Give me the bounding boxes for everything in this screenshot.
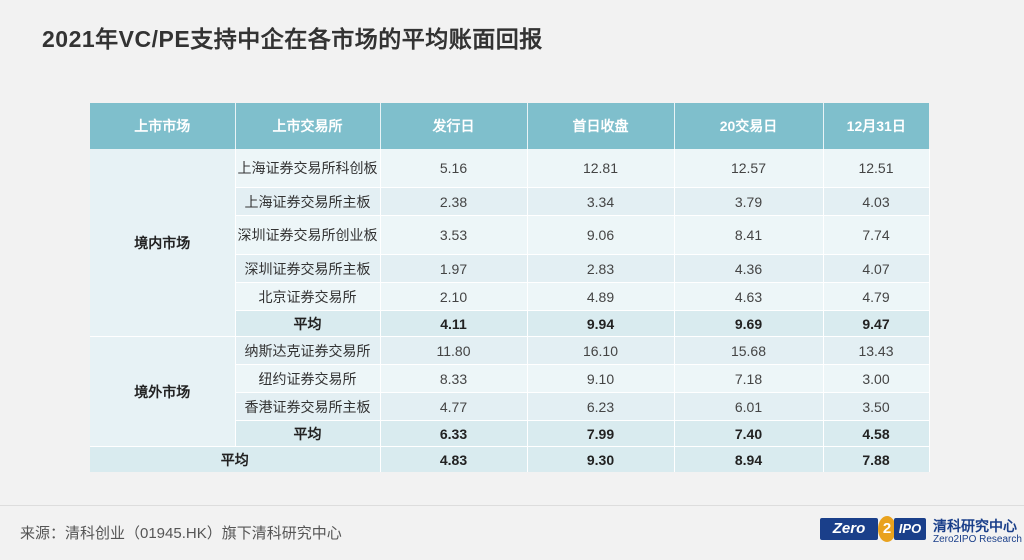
exchange-cell: 深圳证券交易所创业板 <box>235 215 381 255</box>
exchange-cell: 香港证券交易所主板 <box>235 392 381 421</box>
logo-english-name: Zero2IPO Research <box>933 534 1022 545</box>
table-row: 深圳证券交易所创业板 3.53 9.06 8.41 7.74 <box>90 215 930 255</box>
subtotal-row-domestic: 平均 4.11 9.94 9.69 9.47 <box>90 310 930 337</box>
dec31-cell: 4.03 <box>823 187 930 216</box>
exchange-cell: 深圳证券交易所主板 <box>235 254 381 283</box>
issue-cell: 8.33 <box>380 364 528 393</box>
footer-divider <box>0 505 1024 506</box>
exchange-cell: 上海证券交易所科创板 <box>235 149 381 188</box>
first-close-cell: 9.30 <box>527 446 675 472</box>
issue-cell: 4.11 <box>380 310 528 337</box>
first-close-cell: 3.34 <box>527 187 675 216</box>
first-close-cell: 12.81 <box>527 149 675 188</box>
day20-cell: 15.68 <box>674 336 824 365</box>
day20-cell: 4.63 <box>674 282 824 311</box>
average-label: 平均 <box>235 310 381 337</box>
page-title: 2021年VC/PE支持中企在各市场的平均账面回报 <box>42 26 543 52</box>
exchange-cell: 北京证券交易所 <box>235 282 381 311</box>
header-row: 上市市场 上市交易所 发行日 首日收盘 20交易日 12月31日 <box>90 103 929 149</box>
day20-cell: 6.01 <box>674 392 824 421</box>
dec31-cell: 3.50 <box>823 392 930 421</box>
zero2ipo-logo: Zero 2 IPO 清科研究中心 Zero2IPO Research <box>820 514 1022 550</box>
dec31-cell: 7.74 <box>823 215 930 255</box>
dec31-cell: 9.47 <box>823 310 930 337</box>
issue-cell: 2.10 <box>380 282 528 311</box>
first-close-cell: 4.89 <box>527 282 675 311</box>
exchange-cell: 纳斯达克证券交易所 <box>235 336 381 365</box>
day20-cell: 9.69 <box>674 310 824 337</box>
issue-cell: 4.83 <box>380 446 528 472</box>
table-row: 北京证券交易所 2.10 4.89 4.63 4.79 <box>90 282 930 311</box>
first-close-cell: 9.94 <box>527 310 675 337</box>
dec31-cell: 13.43 <box>823 336 930 365</box>
issue-cell: 1.97 <box>380 254 528 283</box>
table-row: 境内市场 上海证券交易所科创板 5.16 12.81 12.57 12.51 <box>90 149 930 337</box>
day20-cell: 12.57 <box>674 149 824 188</box>
dec31-cell: 7.88 <box>823 446 930 472</box>
day20-cell: 7.18 <box>674 364 824 393</box>
dec31-cell: 4.79 <box>823 282 930 311</box>
exchange-cell: 上海证券交易所主板 <box>235 187 381 216</box>
first-close-cell: 9.10 <box>527 364 675 393</box>
total-row: 平均 4.83 9.30 8.94 7.88 <box>90 446 930 472</box>
dec31-cell: 12.51 <box>823 149 930 188</box>
issue-cell: 4.77 <box>380 392 528 421</box>
issue-cell: 2.38 <box>380 187 528 216</box>
returns-table: 上市市场 上市交易所 发行日 首日收盘 20交易日 12月31日 境内市场 上海… <box>90 103 930 472</box>
day20-cell: 4.36 <box>674 254 824 283</box>
table-row: 深圳证券交易所主板 1.97 2.83 4.36 4.07 <box>90 254 930 283</box>
day20-cell: 7.40 <box>674 420 824 447</box>
subtotal-row-overseas: 平均 6.33 7.99 7.40 4.58 <box>90 420 930 447</box>
issue-cell: 11.80 <box>380 336 528 365</box>
header-exchange: 上市交易所 <box>235 103 381 149</box>
market-cell-overseas: 境外市场 <box>90 336 236 447</box>
table-row: 上海证券交易所主板 2.38 3.34 3.79 4.03 <box>90 187 930 216</box>
logo-zero-mark: Zero <box>820 518 878 540</box>
header-market: 上市市场 <box>90 103 236 149</box>
table-row: 纽约证券交易所 8.33 9.10 7.18 3.00 <box>90 364 930 393</box>
first-close-cell: 9.06 <box>527 215 675 255</box>
source-note: 来源：清科创业（01945.HK）旗下清科研究中心 <box>20 525 342 542</box>
header-issue-date: 发行日 <box>380 103 528 149</box>
first-close-cell: 7.99 <box>527 420 675 447</box>
day20-cell: 8.94 <box>674 446 824 472</box>
day20-cell: 3.79 <box>674 187 824 216</box>
first-close-cell: 16.10 <box>527 336 675 365</box>
exchange-cell: 纽约证券交易所 <box>235 364 381 393</box>
logo-two-mark: 2 <box>878 516 896 542</box>
total-label: 平均 <box>90 446 381 472</box>
table-row: 境外市场 纳斯达克证券交易所 11.80 16.10 15.68 13.43 <box>90 336 930 447</box>
issue-cell: 3.53 <box>380 215 528 255</box>
first-close-cell: 6.23 <box>527 392 675 421</box>
logo-ipo-mark: IPO <box>894 518 926 540</box>
logo-chinese-name: 清科研究中心 <box>933 518 1017 534</box>
dec31-cell: 4.07 <box>823 254 930 283</box>
first-close-cell: 2.83 <box>527 254 675 283</box>
header-20-trading-days: 20交易日 <box>674 103 824 149</box>
issue-cell: 5.16 <box>380 149 528 188</box>
dec31-cell: 3.00 <box>823 364 930 393</box>
issue-cell: 6.33 <box>380 420 528 447</box>
market-cell-domestic: 境内市场 <box>90 149 236 337</box>
header-first-close: 首日收盘 <box>527 103 675 149</box>
header-dec31: 12月31日 <box>823 103 929 149</box>
dec31-cell: 4.58 <box>823 420 930 447</box>
day20-cell: 8.41 <box>674 215 824 255</box>
average-label: 平均 <box>235 420 381 447</box>
table-row: 香港证券交易所主板 4.77 6.23 6.01 3.50 <box>90 392 930 421</box>
